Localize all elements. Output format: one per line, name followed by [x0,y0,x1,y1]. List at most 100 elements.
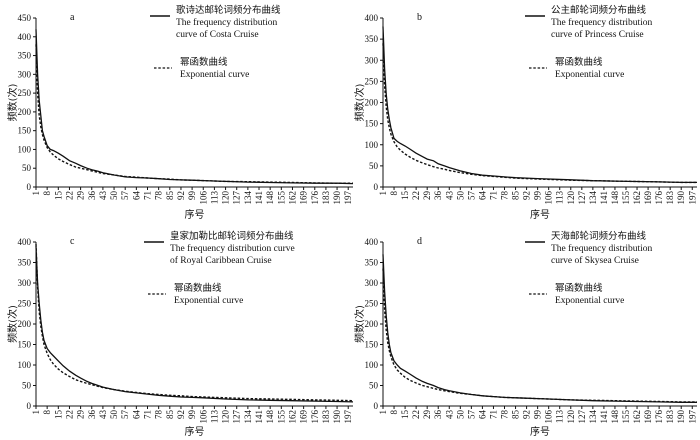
x-tick-label: 106 [544,191,554,205]
y-tick-label: 100 [18,144,32,154]
x-tick-label: 71 [488,410,498,419]
x-tick-label: 120 [566,191,576,205]
x-tick-label: 57 [120,191,130,201]
x-tick-label: 57 [466,410,476,420]
x-tick-label: 64 [131,191,141,201]
legend-fit-en: Exponential curve [180,70,249,80]
x-tick-label: 106 [198,410,208,424]
x-tick-label: 8 [42,410,52,415]
y-tick-label: 0 [374,182,379,192]
y-tick-label: 350 [365,258,379,268]
x-tick-label: 99 [187,191,197,201]
x-tick-label: 190 [332,410,342,424]
legend-series-en-line1: The frequency distribution curve [170,243,295,254]
x-tick-label: 43 [98,410,108,420]
panel-letter: b [417,12,422,23]
legend-fit-cn: 幂函数曲线 [555,56,603,68]
x-axis-title: 序号 [530,425,550,438]
y-axis-title: 频数(次) [353,84,366,122]
y-tick-label: 200 [18,107,32,117]
x-tick-label: 148 [265,410,275,424]
legend-fit-cn: 幂函数曲线 [180,56,228,68]
x-tick-label: 43 [444,191,454,201]
y-tick-label: 100 [365,140,379,150]
x-tick-label: 155 [621,410,631,424]
y-tick-label: 0 [27,182,32,192]
legend-series-cn: 歌诗达邮轮词频分布曲线 [176,4,281,16]
x-tick-label: 148 [610,410,620,424]
y-tick-label: 350 [18,51,32,61]
x-tick-label: 57 [466,191,476,201]
series-line-exponential-fit [35,44,353,184]
x-tick-label: 57 [120,410,130,420]
y-tick-label: 0 [27,401,32,411]
x-tick-label: 197 [343,410,353,424]
x-tick-label: 134 [588,410,598,424]
x-tick-label: 22 [64,410,74,419]
legend-series-en-line2: curve of Costa Cruise [176,29,259,40]
series-line-exponential-fit [382,268,697,403]
legend-fit-cn: 幂函数曲线 [174,282,222,294]
x-tick-label: 71 [488,191,498,200]
y-tick-label: 300 [365,55,379,65]
x-tick-label: 169 [299,191,309,205]
x-tick-label: 155 [276,191,286,205]
x-tick-label: 162 [632,410,642,424]
x-tick-label: 134 [243,191,253,205]
x-tick-label: 162 [287,191,297,205]
x-tick-label: 141 [599,191,609,205]
x-tick-label: 22 [411,191,421,200]
y-tick-label: 200 [18,319,32,329]
legend-series-cn: 皇家加勒比邮轮词频分布曲线 [170,230,294,242]
x-tick-label: 15 [400,191,410,201]
x-tick-label: 183 [321,410,331,424]
x-tick-label: 43 [444,410,454,420]
x-tick-label: 113 [209,191,219,205]
series-line-frequency [35,246,354,403]
x-tick-label: 120 [221,191,231,205]
x-tick-label: 92 [176,410,186,419]
x-tick-label: 36 [433,410,443,420]
x-tick-label: 113 [209,410,219,424]
legend-series-en-line2: of Royal Caribbean Cruise [170,255,272,266]
y-tick-label: 350 [365,34,379,44]
x-tick-label: 183 [665,410,675,424]
x-tick-label: 155 [276,410,286,424]
x-tick-label: 8 [42,191,52,196]
x-tick-label: 36 [87,191,97,201]
legend-series-cn: 公主邮轮词频分布曲线 [551,4,647,16]
x-tick-label: 99 [533,191,543,201]
y-tick-label: 50 [22,381,32,391]
y-tick-label: 350 [18,258,32,268]
x-tick-label: 176 [654,191,664,205]
x-tick-label: 22 [64,191,74,200]
x-tick-label: 162 [632,191,642,205]
x-tick-label: 64 [477,410,487,420]
y-tick-label: 250 [365,299,379,309]
legend-fit-en: Exponential curve [174,296,243,306]
x-tick-label: 1 [378,191,388,196]
y-tick-label: 150 [365,119,379,129]
x-tick-label: 92 [522,191,532,200]
y-tick-label: 50 [369,161,379,171]
series-line-frequency [382,254,697,403]
x-tick-label: 197 [687,410,697,424]
x-tick-label: 36 [87,410,97,420]
x-tick-label: 43 [98,191,108,201]
x-axis-title: 序号 [185,425,205,438]
panel-letter: a [70,12,75,23]
x-tick-label: 197 [343,191,353,205]
x-tick-label: 190 [332,191,342,205]
x-tick-label: 190 [676,410,686,424]
x-tick-label: 15 [53,191,63,201]
x-tick-label: 169 [643,410,653,424]
x-tick-label: 36 [433,191,443,201]
x-tick-label: 197 [687,191,697,205]
x-tick-label: 85 [511,410,521,420]
y-tick-label: 400 [18,32,32,42]
y-tick-label: 300 [365,278,379,288]
